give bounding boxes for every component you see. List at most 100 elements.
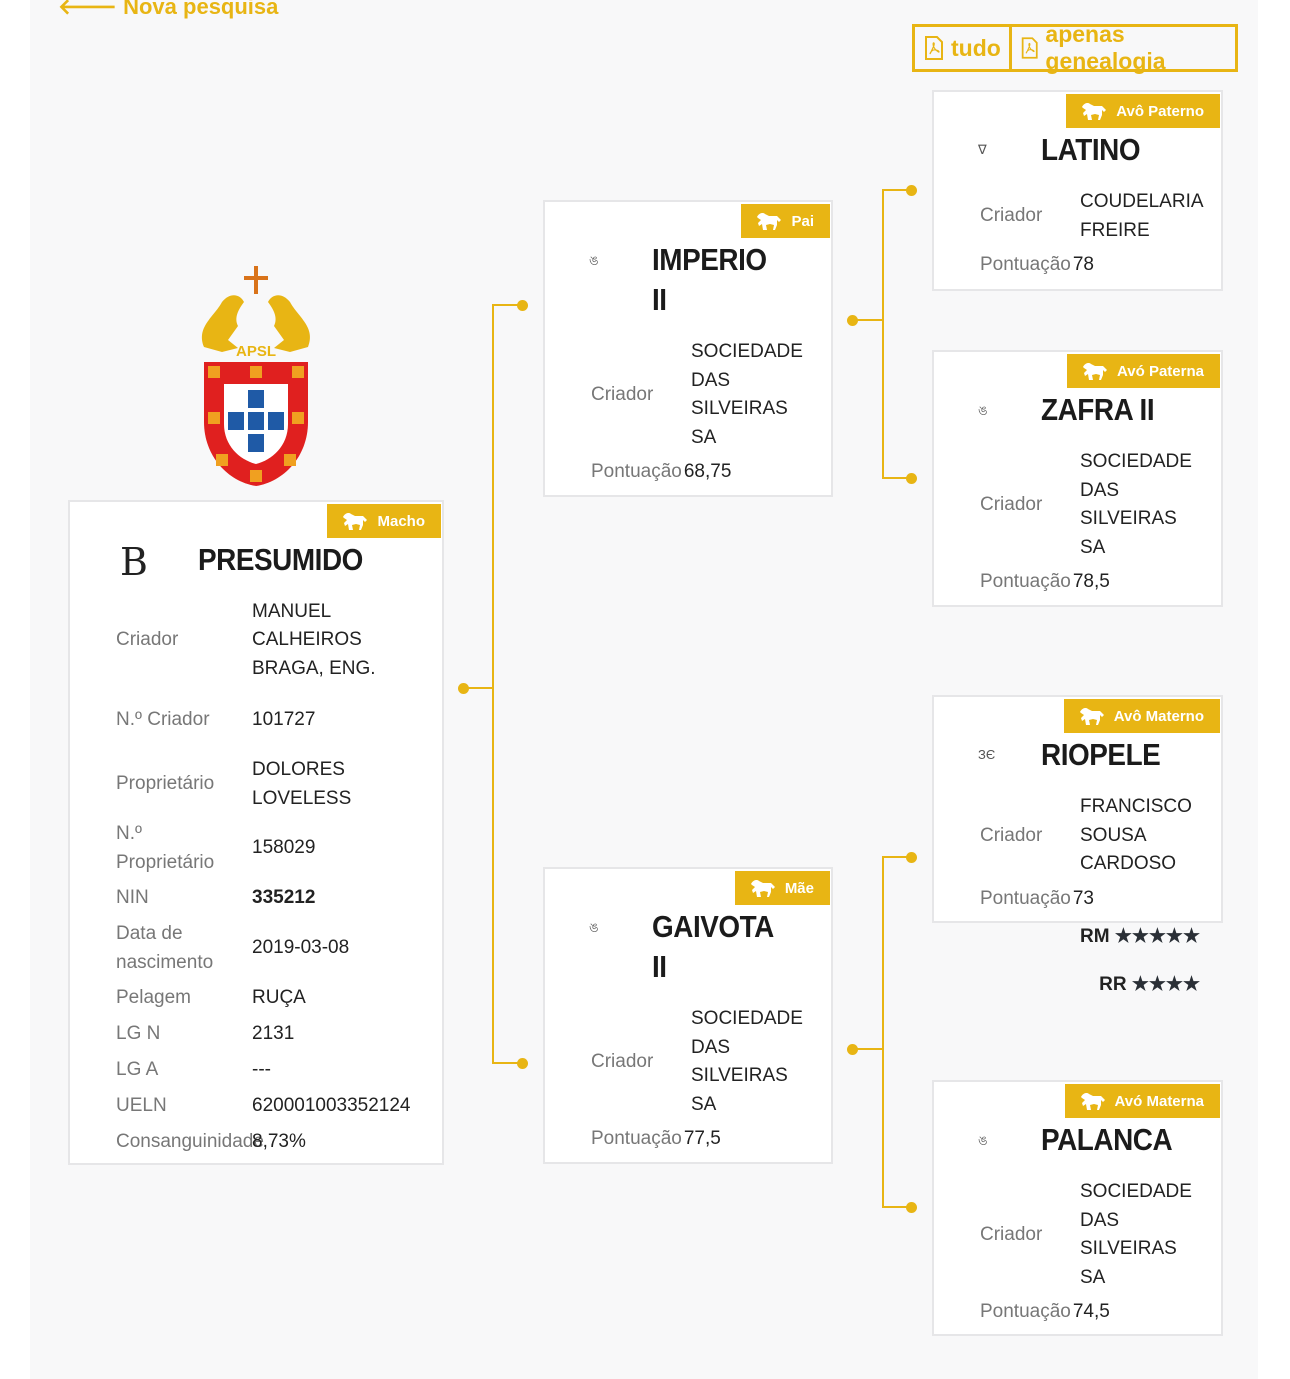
score-value: 77,5 [683, 1128, 721, 1149]
connector-line [882, 189, 911, 191]
connector-line [492, 304, 522, 306]
pdf-genealogy-button[interactable]: apenas genealogia [1009, 21, 1238, 74]
detail-label: LG N [116, 1022, 161, 1044]
connector-dot [516, 1057, 528, 1069]
connector-dot [846, 1043, 858, 1055]
horse-icon [1080, 1093, 1105, 1110]
horse-icon [1082, 103, 1107, 120]
detail-value: DOLORES LOVELESS [252, 759, 352, 809]
brand-mark: ঙ [978, 1133, 988, 1148]
horse-icon [1079, 708, 1104, 725]
detail-value: 2019-03-08 [252, 937, 350, 959]
score-label: Pontuação [980, 887, 1071, 909]
connector-line [492, 305, 494, 1063]
score-value: 73 [1072, 887, 1094, 909]
star-icons: ★★★★★ [1114, 926, 1200, 947]
pdf-icon [1021, 37, 1038, 59]
relation-badge: Mãe [734, 871, 830, 905]
score-label: Pontuação [980, 1301, 1071, 1322]
detail-row: Pelagem RUÇA [116, 984, 446, 1012]
detail-label: Criador [116, 629, 179, 651]
detail-value: 2131 [252, 1022, 295, 1044]
horse-name: RIOPELE [1041, 737, 1161, 772]
detail-value: RUÇA [252, 986, 306, 1008]
detail-label: Consanguinidade [116, 1130, 264, 1152]
score-label: Pontuação [591, 1128, 682, 1149]
horse-card-avo-paterno[interactable]: Avô Paterno ∇ LATINO Criador COUDELARIA … [932, 90, 1223, 291]
pdf-all-button[interactable]: tudo [912, 24, 1012, 72]
connector-dot [905, 1201, 917, 1213]
detail-value: 101727 [252, 709, 316, 731]
detail-label: Pelagem [116, 986, 191, 1008]
horse-card-mae[interactable]: Mãe ঙ GAIVOTA II Criador SOCIEDADE DAS S… [543, 867, 833, 1164]
connector-dot [905, 184, 917, 196]
breeder-label: Criador [591, 383, 654, 405]
horse-name: IMPERIO II [652, 242, 767, 317]
detail-row: Criador MANUEL CALHEIROS BRAGA, ENG. [116, 598, 446, 683]
horse-icon [343, 513, 368, 530]
horse-card-avo-materna[interactable]: Avó Materna ঙ PALANCA Criador SOCIEDADE … [932, 1080, 1223, 1336]
breeder-value: SOCIEDADE DAS SILVEIRAS SA [691, 1008, 803, 1115]
new-search-link[interactable]: 🡐 Nova pesquisa [58, 0, 278, 20]
relation-badge: Avó Materna [1064, 1084, 1220, 1118]
breeder-label: Criador [980, 824, 1043, 846]
horse-card-avo-paterna[interactable]: Avó Paterna ঙ ZAFRA II Criador SOCIEDADE… [932, 350, 1223, 607]
rating-rm: RM ★★★★★ [1079, 926, 1200, 947]
connector-line [882, 856, 911, 858]
connector-line [882, 477, 911, 479]
horse-name: LATINO [1041, 132, 1141, 167]
detail-row: UELN 620001003352124 [116, 1092, 446, 1120]
logo-text: APSL [236, 343, 276, 360]
horse-name: PRESUMIDO [198, 542, 363, 577]
horse-name: GAIVOTA II [652, 909, 773, 984]
breeder-label: Criador [980, 205, 1043, 227]
sex-badge: Macho [327, 504, 441, 538]
horse-name: ZAFRA II [1041, 392, 1155, 427]
detail-value: 620001003352124 [252, 1094, 411, 1116]
horse-icon [750, 880, 775, 897]
score-value: 74,5 [1072, 1301, 1110, 1322]
score-value: 78,5 [1072, 571, 1110, 592]
detail-value: --- [252, 1058, 271, 1080]
arrow-left-icon: 🡐 [58, 0, 124, 19]
detail-row: Consanguinidade 8,73% [116, 1128, 446, 1156]
detail-row: LG N 2131 [116, 1020, 446, 1048]
connector-dot [846, 314, 858, 326]
connector-dot [905, 472, 917, 484]
detail-row: NIN 335212 [116, 884, 446, 912]
relation-badge: Pai [741, 204, 830, 238]
detail-value: 158029 [252, 837, 316, 859]
breeder-value: SOCIEDADE DAS SILVEIRAS SA [1080, 1181, 1192, 1288]
relation-badge: Avô Materno [1063, 699, 1220, 733]
connector-dot [516, 299, 528, 311]
connector-line [882, 857, 884, 1207]
detail-row: Proprietário DOLORES LOVELESS [116, 756, 446, 813]
score-label: Pontuação [980, 254, 1071, 275]
breeder-value: FRANCISCO SOUSA CARDOSO [1080, 796, 1192, 874]
connector-line [882, 190, 884, 478]
detail-row: N.º Criador 101727 [116, 692, 446, 749]
breeder-value: COUDELARIA FREIRE [1080, 191, 1203, 241]
horse-icon [1083, 363, 1108, 380]
breeder-label: Criador [591, 1050, 654, 1072]
horse-name: PALANCA [1041, 1122, 1173, 1157]
relation-badge: Avô Paterno [1066, 94, 1220, 128]
horse-card-avo-materno[interactable]: Avô Materno ЗЄ RIOPELE Criador FRANCISCO… [932, 695, 1223, 923]
horse-icon [757, 213, 782, 230]
connector-line [492, 1062, 522, 1064]
detail-label: N.º Criador [116, 709, 210, 731]
horse-card-main: Macho B PRESUMIDO Criador MANUEL CALHEIR… [68, 500, 444, 1165]
score-label: Pontuação [980, 571, 1071, 592]
horse-card-pai[interactable]: Pai ঙ IMPERIO II Criador SOCIEDADE DAS S… [543, 200, 833, 497]
brand-mark: ঙ [589, 253, 599, 268]
apsl-logo: APSL [201, 266, 311, 486]
brand-mark: ЗЄ [978, 747, 996, 762]
score-value: 68,75 [683, 461, 732, 482]
detail-value: 335212 [252, 886, 316, 908]
breeder-value: SOCIEDADE DAS SILVEIRAS SA [1080, 451, 1192, 558]
pdf-icon [925, 36, 943, 60]
detail-label: Data de nascimento [116, 923, 214, 973]
detail-label: LG A [116, 1058, 159, 1080]
relation-badge: Avó Paterna [1067, 354, 1220, 388]
brand-mark: ∇ [978, 142, 987, 157]
